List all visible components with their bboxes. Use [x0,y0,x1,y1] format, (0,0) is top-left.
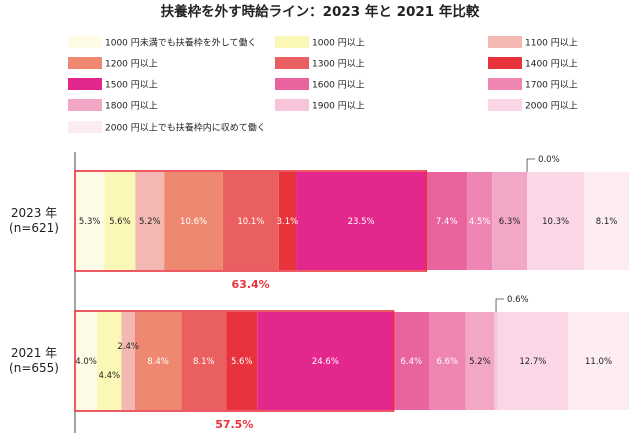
bar-segment [494,312,498,410]
legend-label: 1000 円未満でも扶養枠を外して働く [105,37,257,49]
segment-value-label: 6.6% [436,357,458,367]
segment-value-label: 7.4% [436,217,458,227]
legend-label: 1100 円以上 [525,38,578,49]
legend-swatch [488,78,522,90]
bar-segment [492,172,528,270]
segment-value-label: 4.0% [75,357,97,367]
segment-value-label: 8.4% [147,357,169,367]
bar-segment [393,312,430,410]
segment-value-label: 10.3% [542,217,569,227]
bar-segment [467,172,493,270]
bar-segment [278,172,297,270]
legend-label: 1700 円以上 [525,80,578,91]
legend-swatch [68,78,102,90]
legend-label: 1400 円以上 [525,59,578,70]
segment-value-label: 6.4% [400,357,422,367]
segment-value-label: 12.7% [519,357,546,367]
legend-label: 1600 円以上 [312,80,365,91]
bar-segment [429,312,466,410]
highlight-box [74,170,428,272]
segment-value-label: 4.5% [469,217,491,227]
legend-label: 1500 円以上 [105,80,158,91]
category-sample-size: (n=621) [9,221,59,235]
legend-label: 2000 円以上でも扶養枠内に収めて働く [105,122,266,134]
bar-segment [135,172,165,270]
category-label: 2023 年 [11,206,57,220]
category-label: 2021 年 [11,346,57,360]
legend-label: 2000 円以上 [525,101,578,112]
legend-label: 1900 円以上 [312,101,365,112]
bar-segment [75,172,105,270]
legend-label: 1000 円以上 [312,38,365,49]
callout-line [495,298,505,312]
segment-value-label: 5.6% [231,357,253,367]
legend-swatch [68,99,102,111]
segment-value-label: 8.1% [596,217,618,227]
bars-group: 2023 年(n=621) 5.3% 5.6% 5.2% 10.6% 10.1% 3.1% 2… [9,155,629,431]
bar-segment [121,312,135,410]
segment-value-label: 4.4% [99,371,121,381]
bar-segment [527,172,585,270]
segment-value-label: 5.3% [79,217,101,227]
bar-segment [584,172,629,270]
highlight-total-label: 57.5% [215,418,253,431]
legend-label: 1800 円以上 [105,101,158,112]
callout-value-label: 0.6% [507,295,529,305]
segment-value-label: 23.5% [348,217,375,227]
legend-swatch [68,36,102,48]
bar-segment [134,312,182,410]
legend-swatch [68,121,102,133]
bar-segment [75,312,98,410]
bar-segment [226,312,258,410]
callout-value-label: 0.0% [538,155,560,165]
legend-swatch [275,99,309,111]
segment-value-label: 2.4% [117,342,139,352]
legend-swatch [488,36,522,48]
segment-value-label: 10.6% [180,217,207,227]
callout-line [526,158,536,172]
bar-segment [426,172,468,270]
legend-swatch [275,57,309,69]
legend-swatch [488,99,522,111]
legend-swatch [68,57,102,69]
bar-segment [296,172,427,270]
legend-swatch [275,78,309,90]
bar-segment [222,172,279,270]
highlight-box [74,310,395,412]
legend-label: 1200 円以上 [105,59,158,70]
segment-value-label: 11.0% [585,357,612,367]
legend-swatch [275,36,309,48]
bar-segment [181,312,227,410]
category-sample-size: (n=655) [9,361,59,375]
bar-segment [568,312,629,410]
bar-segment [465,312,495,410]
segment-value-label: 24.6% [312,357,339,367]
legend-label: 1300 円以上 [312,59,365,70]
bar-segment [497,312,569,410]
segment-value-label: 5.2% [139,217,161,227]
segment-value-label: 6.3% [499,217,521,227]
chart-legend: 1000 円未満でも扶養枠を外して働く 1000 円以上 1100 円以上 1200 … [68,36,578,134]
segment-value-label: 3.1% [277,217,299,227]
bar-segment [104,172,136,270]
bar-1: 2023 年(n=621) 5.3% 5.6% 5.2% 10.6% 10.1% 3.1% 2… [9,155,629,291]
chart-title: 扶養枠を外す時給ライン：2023 年と 2021 年比較 [161,3,480,20]
segment-value-label: 8.1% [193,357,215,367]
bar-segment [97,312,122,410]
segment-value-label: 10.1% [237,217,264,227]
segment-value-label: 5.2% [469,357,491,367]
bar-segment [257,312,394,410]
highlight-total-label: 63.4% [232,278,270,291]
segment-value-label: 5.6% [109,217,131,227]
legend-swatch [488,57,522,69]
bar-2: 2021 年(n=655) 4.0%4.4% 2.4% 8.4% 8.1% 5.6% 24.… [9,295,629,431]
bar-segment [164,172,223,270]
